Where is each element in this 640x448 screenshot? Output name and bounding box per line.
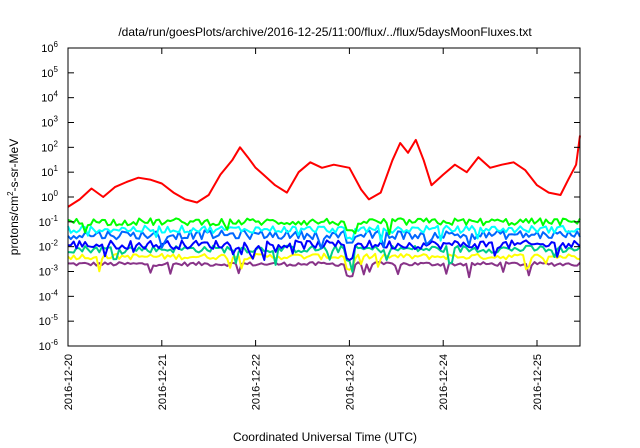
y-tick-label: 10-6 <box>39 338 59 353</box>
series-line <box>67 261 581 279</box>
y-axis-label: protons/cm2-s-sr-MeV <box>6 139 21 255</box>
plot-frame <box>67 47 581 347</box>
series-line <box>67 217 581 236</box>
x-tick-label: 2016-12-24 <box>438 354 450 410</box>
y-tick-label: 100 <box>41 189 58 204</box>
x-axis-label: Coordinated Universal Time (UTC) <box>233 430 417 444</box>
y-tick-label: 10-2 <box>39 239 59 254</box>
x-tick-label: 2016-12-23 <box>344 354 356 410</box>
series-line <box>67 252 581 273</box>
x-tick-label: 2016-12-22 <box>251 354 263 410</box>
plot-series <box>67 135 581 279</box>
chart-title: /data/run/goesPlots/archive/2016-12-25/1… <box>118 25 532 39</box>
x-tick-label: 2016-12-21 <box>157 354 169 410</box>
y-tick-label: 101 <box>41 164 58 179</box>
series-line <box>67 135 581 208</box>
y-tick-label: 103 <box>41 115 58 130</box>
y-tick-label: 10-4 <box>39 288 59 303</box>
x-tick-label: 2016-12-25 <box>532 354 544 410</box>
y-axis: 10-6 10-5 10-4 10-3 10-2 10-1 100 101 102 103 104 1… <box>39 40 580 353</box>
y-tick-label: 10-5 <box>39 313 59 328</box>
series-line <box>67 229 581 250</box>
y-tick-label: 10-3 <box>39 264 59 279</box>
y-tick-label: 102 <box>41 139 58 154</box>
y-tick-label: 105 <box>41 65 58 80</box>
y-tick-label: 104 <box>41 90 58 105</box>
x-axis: 2016-12-20 2016-12-21 2016-12-22 2016-12-23… <box>63 48 544 410</box>
series-line <box>68 239 581 261</box>
x-tick-label: 2016-12-20 <box>63 354 75 410</box>
y-tick-label: 106 <box>41 40 58 55</box>
y-tick-label: 10-1 <box>39 214 59 229</box>
series-line <box>67 224 581 243</box>
